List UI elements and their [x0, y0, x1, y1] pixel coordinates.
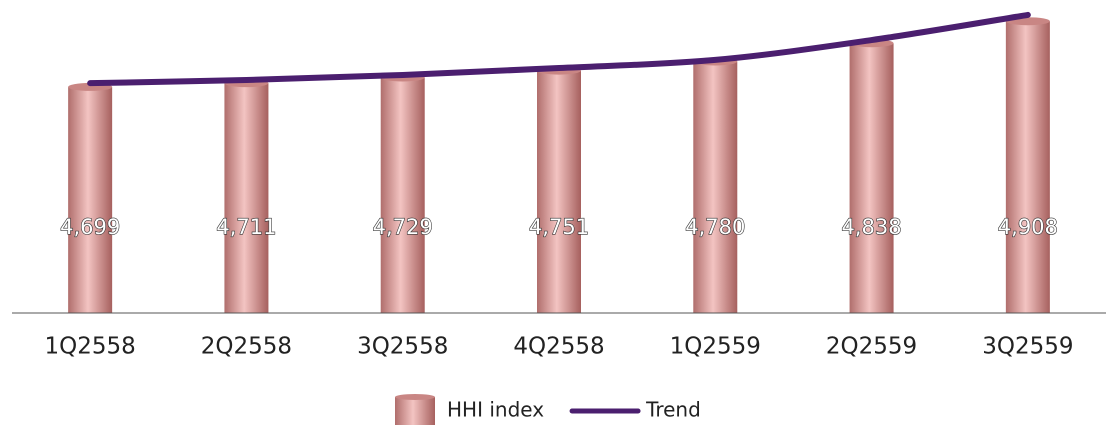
- bars: [68, 17, 1050, 314]
- x-tick-label: 3Q2558: [357, 334, 448, 360]
- bar: [849, 43, 894, 314]
- bar: [68, 86, 113, 313]
- value-label: 4,729: [373, 215, 433, 239]
- legend-swatch-top: [395, 394, 435, 400]
- legend-swatch: [395, 397, 435, 425]
- bar: [224, 83, 269, 314]
- bar: [537, 70, 581, 313]
- x-tick-label: 1Q2558: [45, 334, 136, 360]
- x-tick-label: 4Q2558: [513, 334, 604, 360]
- legend-label: Trend: [645, 398, 701, 422]
- value-label: 4,711: [216, 215, 276, 239]
- value-label: 4,751: [529, 215, 589, 239]
- x-tick-label: 3Q2559: [982, 334, 1073, 360]
- value-label: 4,780: [685, 215, 745, 239]
- x-tick-label: 2Q2559: [826, 334, 917, 360]
- value-label: 4,908: [998, 215, 1058, 239]
- value-label: 4,838: [842, 215, 902, 239]
- legend-label: HHI index: [447, 398, 544, 422]
- bar: [1005, 21, 1050, 314]
- x-tick-label: 2Q2558: [201, 334, 292, 360]
- x-tick-label: 1Q2559: [670, 334, 761, 360]
- legend: HHI index Trend: [395, 394, 701, 425]
- labels: 4,699 4,711 4,729 4,751 4,780 4,838 4,908 1Q255…: [45, 11, 1073, 360]
- bar: [693, 61, 738, 313]
- value-label: 4,699: [60, 215, 120, 239]
- bar: [380, 77, 425, 314]
- trend-line: [87, 11, 1031, 87]
